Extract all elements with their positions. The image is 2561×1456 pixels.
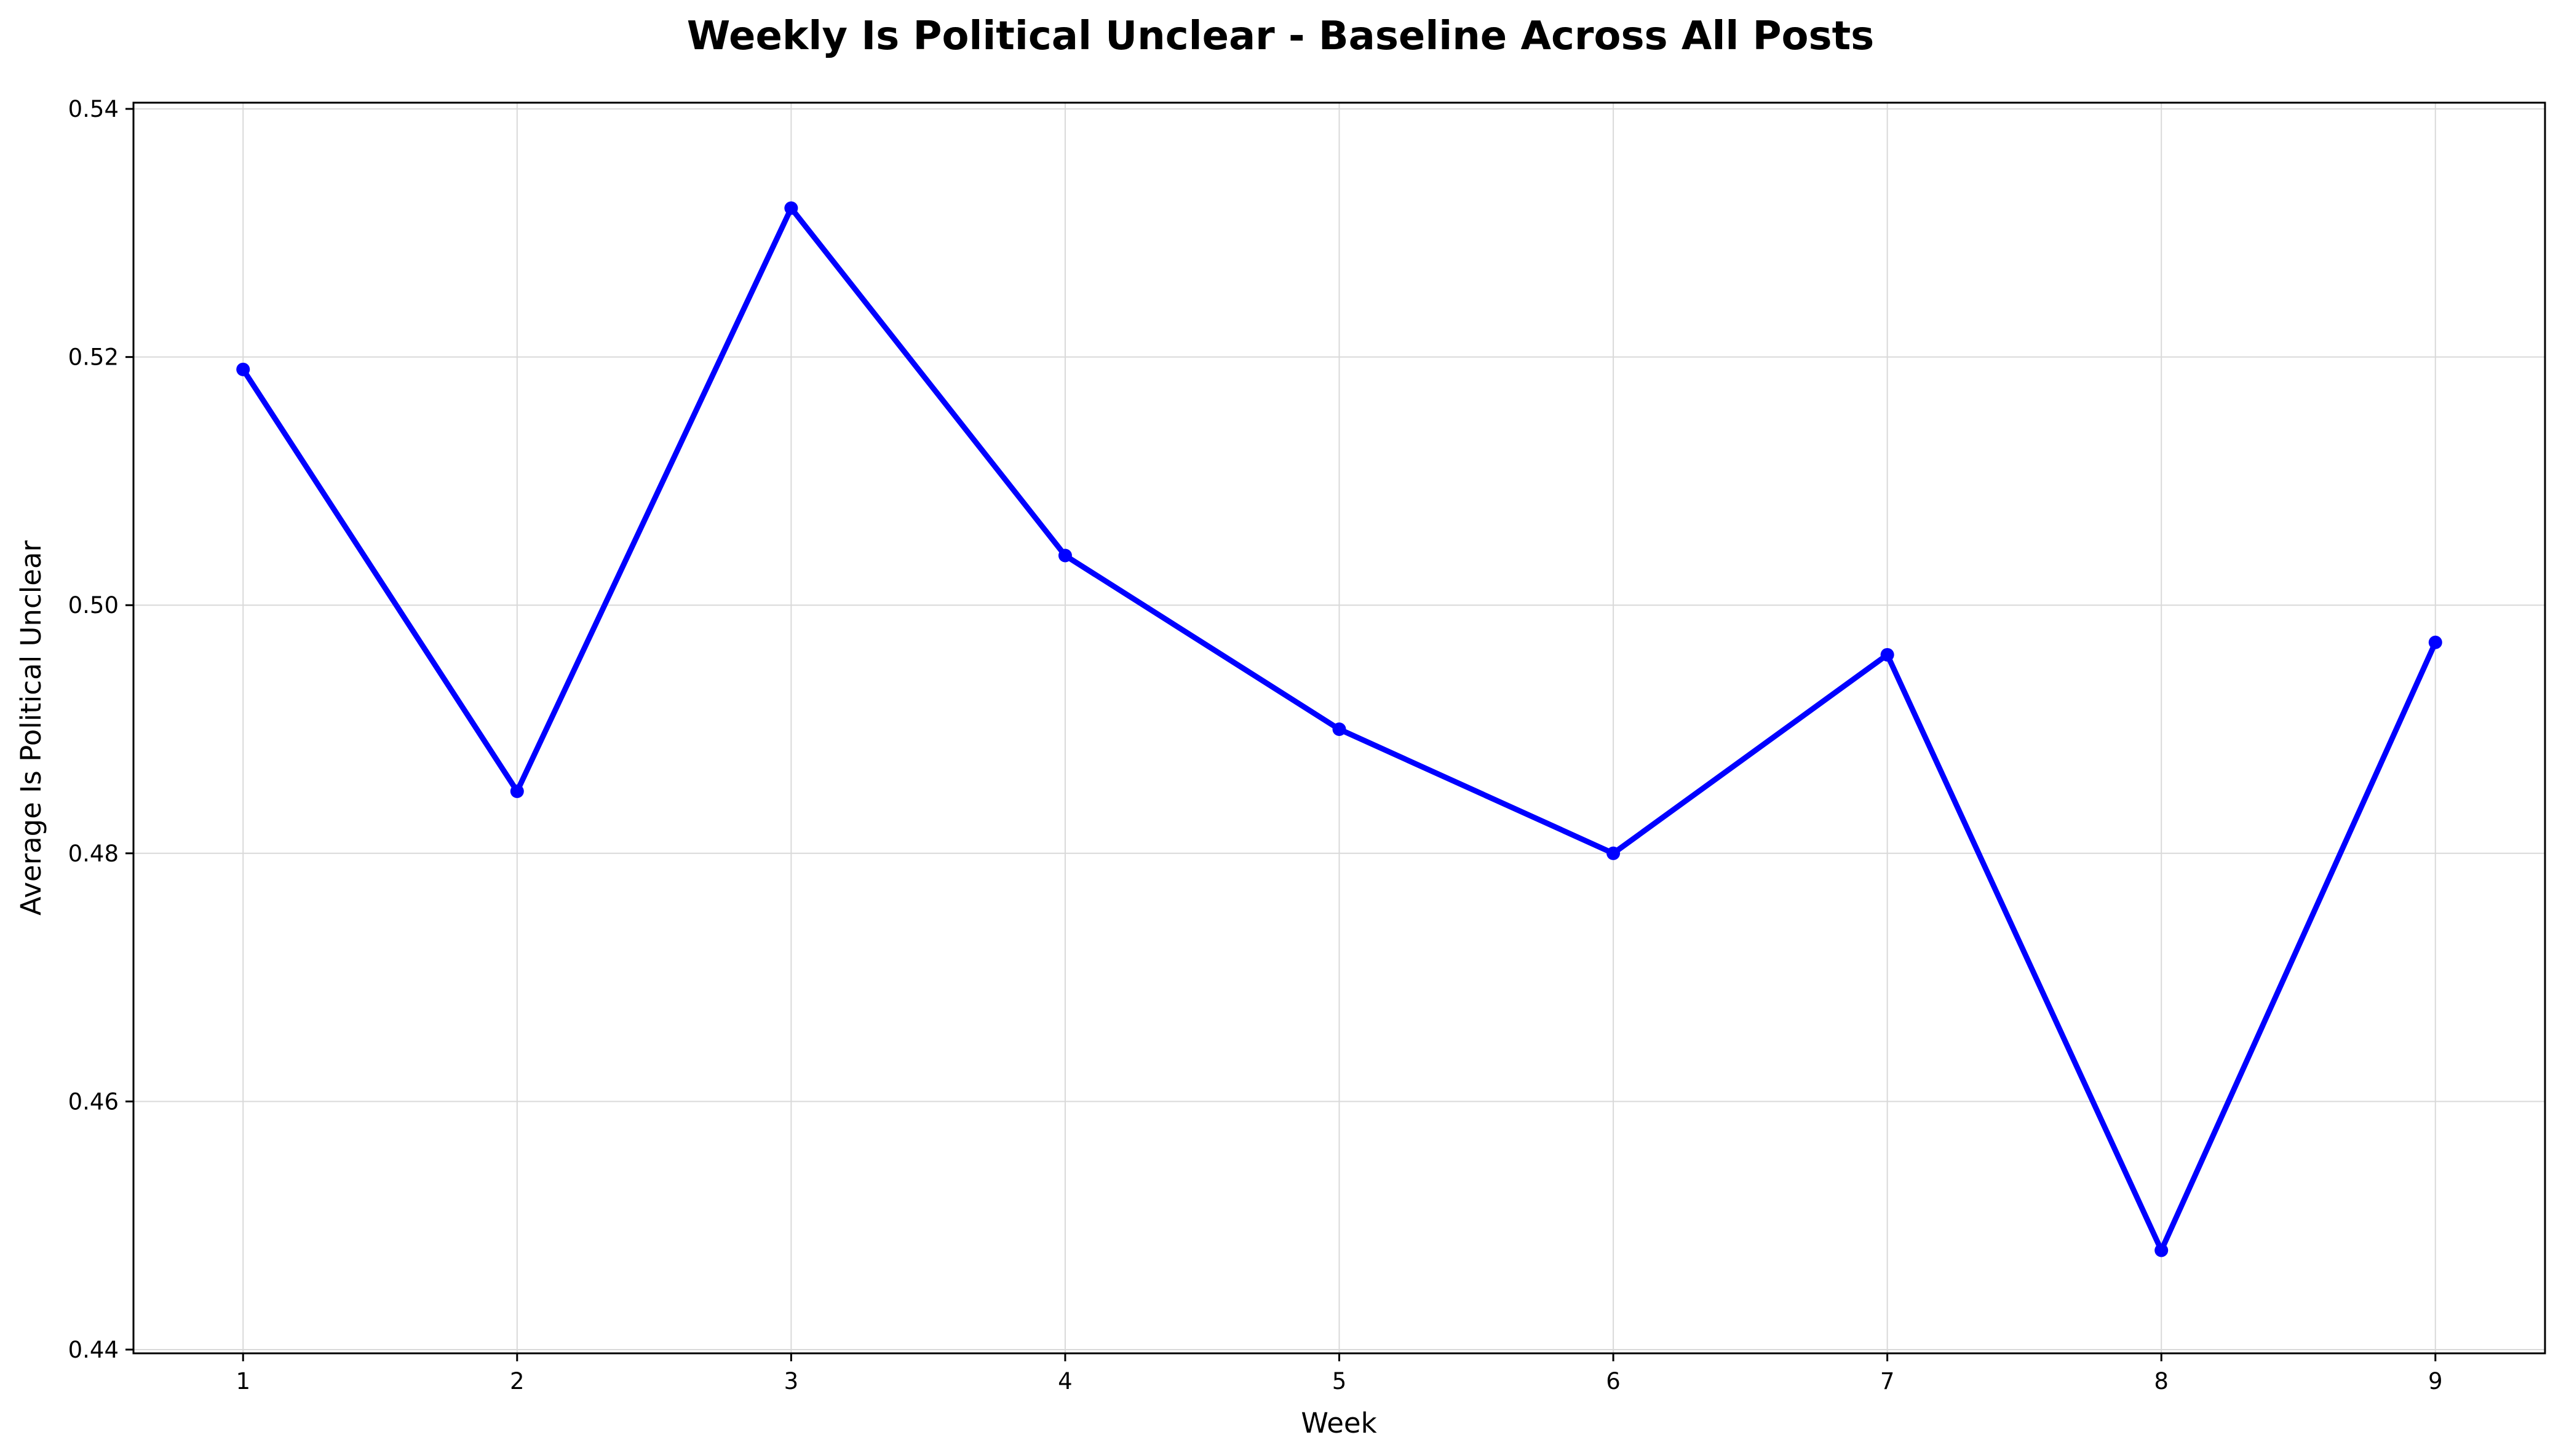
data-point bbox=[236, 362, 250, 376]
gridlines bbox=[133, 103, 2545, 1353]
x-tick-label: 1 bbox=[236, 1368, 250, 1395]
x-axis-label: Week bbox=[1301, 1407, 1376, 1439]
x-tick-label: 5 bbox=[1332, 1368, 1347, 1395]
chart-title: Weekly Is Political Unclear - Baseline A… bbox=[687, 14, 1875, 59]
y-tick-label: 0.44 bbox=[68, 1337, 119, 1363]
x-axis-ticks: 1 2 3 4 5 6 7 8 9 bbox=[236, 1353, 2443, 1395]
data-point bbox=[1332, 722, 1346, 737]
x-tick-label: 8 bbox=[2154, 1368, 2169, 1395]
x-tick-label: 3 bbox=[784, 1368, 799, 1395]
data-point bbox=[1880, 647, 1894, 662]
y-tick-label: 0.48 bbox=[68, 841, 119, 867]
x-tick-label: 4 bbox=[1058, 1368, 1073, 1395]
y-axis-ticks: 0.44 0.46 0.48 0.50 0.52 0.54 bbox=[68, 96, 133, 1363]
y-tick-label: 0.50 bbox=[68, 592, 119, 619]
data-point bbox=[1606, 846, 1621, 860]
x-tick-label: 7 bbox=[1880, 1368, 1895, 1395]
x-tick-label: 2 bbox=[510, 1368, 525, 1395]
y-axis-label: Average Is Political Unclear bbox=[15, 540, 47, 916]
data-point bbox=[510, 784, 524, 798]
y-tick-label: 0.46 bbox=[68, 1088, 119, 1115]
data-point bbox=[2154, 1243, 2169, 1257]
series-layer bbox=[236, 201, 2442, 1257]
x-tick-label: 6 bbox=[1606, 1368, 1621, 1395]
y-tick-label: 0.54 bbox=[68, 96, 119, 122]
data-point bbox=[784, 201, 798, 215]
data-point bbox=[2428, 635, 2442, 649]
y-tick-label: 0.52 bbox=[68, 344, 119, 371]
data-point bbox=[1058, 548, 1072, 563]
x-tick-label: 9 bbox=[2428, 1368, 2443, 1395]
